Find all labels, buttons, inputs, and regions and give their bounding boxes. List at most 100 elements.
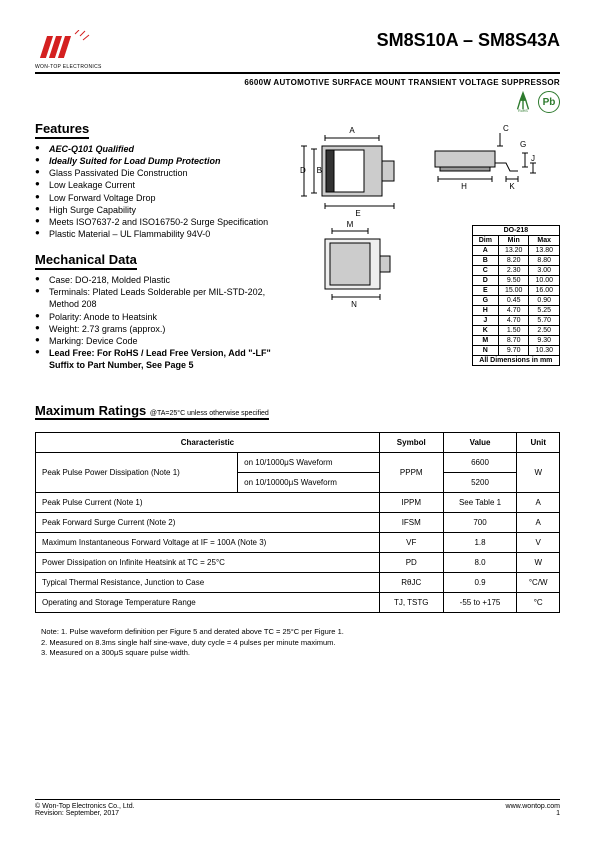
package-bottom-row: M N DO-218 DimMinMax A13.2013.80B8.208.8… bbox=[300, 221, 560, 366]
table-row: Peak Pulse Current (Note 1)IPPMSee Table… bbox=[36, 493, 560, 513]
part-title: SM8S10A – SM8S43A bbox=[102, 30, 560, 51]
svg-text:G: G bbox=[520, 140, 526, 149]
table-cell: 3.00 bbox=[529, 266, 560, 276]
table-row: G0.450.90 bbox=[472, 296, 559, 306]
table-cell: 5.25 bbox=[529, 306, 560, 316]
table-cell: 16.00 bbox=[529, 286, 560, 296]
page-footer: © Won-Top Electronics Co., Ltd. Revision… bbox=[35, 799, 560, 817]
company-name: WON-TOP ELECTRONICS bbox=[35, 64, 102, 70]
table-row: Operating and Storage Temperature RangeT… bbox=[36, 593, 560, 613]
dim-col-header: Min bbox=[498, 236, 529, 246]
table-row: Typical Thermal Resistance, Junction to … bbox=[36, 573, 560, 593]
ratings-col-symbol: Symbol bbox=[379, 433, 443, 453]
note-3: 3. Measured on a 300μS square pulse widt… bbox=[65, 648, 560, 659]
note-2: 2. Measured on 8.3ms single half sine-wa… bbox=[65, 638, 560, 649]
svg-text:H: H bbox=[461, 182, 467, 191]
table-cell: °C bbox=[517, 593, 560, 613]
table-cell: 15.00 bbox=[498, 286, 529, 296]
table-cell: K bbox=[472, 326, 498, 336]
table-row: Power Dissipation on Infinite Heatsink a… bbox=[36, 553, 560, 573]
title-block: SM8S10A – SM8S43A bbox=[102, 30, 560, 51]
table-cell: V bbox=[517, 533, 560, 553]
mechanical-item: Polarity: Anode to Heatsink bbox=[35, 311, 280, 323]
svg-text:M: M bbox=[347, 221, 354, 229]
table-cell: 13.20 bbox=[498, 246, 529, 256]
table-row: B8.208.80 bbox=[472, 256, 559, 266]
table-cell: on 10/1000μS Waveform bbox=[238, 453, 380, 473]
note-1: Note: 1. Pulse waveform definition per F… bbox=[65, 627, 560, 638]
mechanical-item: Terminals: Plated Leads Solderable per M… bbox=[35, 286, 280, 310]
table-cell: 4.70 bbox=[498, 306, 529, 316]
pb-badge-icon: Pb bbox=[538, 91, 560, 113]
table-cell: 9.50 bbox=[498, 276, 529, 286]
table-cell: Power Dissipation on Infinite Heatsink a… bbox=[36, 553, 380, 573]
table-cell: RθJC bbox=[379, 573, 443, 593]
company-logo-icon bbox=[35, 30, 95, 62]
dim-col-header: Max bbox=[529, 236, 560, 246]
svg-text:J: J bbox=[531, 154, 535, 163]
table-cell: 0.45 bbox=[498, 296, 529, 306]
table-cell: Typical Thermal Resistance, Junction to … bbox=[36, 573, 380, 593]
subtitle: 6600W AUTOMOTIVE SURFACE MOUNT TRANSIENT… bbox=[244, 78, 560, 87]
package-side-view-icon: C G J H K bbox=[420, 121, 540, 221]
dim-table-footer: All Dimensions in mm bbox=[472, 356, 559, 366]
table-cell: -55 to +175 bbox=[443, 593, 517, 613]
features-heading: Features bbox=[35, 121, 89, 139]
table-cell: J bbox=[472, 316, 498, 326]
content-row: Features AEC-Q101 QualifiedIdeally Suite… bbox=[35, 121, 560, 383]
table-cell: H bbox=[472, 306, 498, 316]
package-top-view-icon: A D B E bbox=[300, 121, 410, 221]
table-cell: 9.30 bbox=[529, 336, 560, 346]
package-diagrams: A D B E C G J H bbox=[300, 121, 560, 221]
mechanical-list: Case: DO-218, Molded PlasticTerminals: P… bbox=[35, 274, 280, 371]
svg-text:K: K bbox=[509, 182, 515, 191]
table-cell: Operating and Storage Temperature Range bbox=[36, 593, 380, 613]
table-cell: 8.0 bbox=[443, 553, 517, 573]
table-cell: 1.50 bbox=[498, 326, 529, 336]
divider bbox=[35, 72, 560, 74]
mechanical-heading: Mechanical Data bbox=[35, 252, 137, 270]
table-cell: Peak Forward Surge Current (Note 2) bbox=[36, 513, 380, 533]
table-row: A13.2013.80 bbox=[472, 246, 559, 256]
table-cell: 4.70 bbox=[498, 316, 529, 326]
table-row: Peak Forward Surge Current (Note 2)IFSM7… bbox=[36, 513, 560, 533]
table-cell: 8.80 bbox=[529, 256, 560, 266]
table-cell: C bbox=[472, 266, 498, 276]
table-cell: °C/W bbox=[517, 573, 560, 593]
table-cell: 700 bbox=[443, 513, 517, 533]
header: WON-TOP ELECTRONICS SM8S10A – SM8S43A bbox=[35, 30, 560, 70]
table-cell: on 10/10000μS Waveform bbox=[238, 473, 380, 493]
ratings-col-value: Value bbox=[443, 433, 517, 453]
dimension-table: DO-218 DimMinMax A13.2013.80B8.208.80C2.… bbox=[472, 225, 560, 366]
ratings-heading: Maximum Ratings @TA=25°C unless otherwis… bbox=[35, 403, 269, 420]
svg-text:N: N bbox=[351, 300, 357, 309]
table-row: C2.303.00 bbox=[472, 266, 559, 276]
rohs-badge-icon: RoHS bbox=[512, 91, 534, 113]
mechanical-item: Weight: 2.73 grams (approx.) bbox=[35, 323, 280, 335]
svg-text:A: A bbox=[349, 126, 355, 135]
table-cell: PPPM bbox=[379, 453, 443, 493]
table-row: Maximum Instantaneous Forward Voltage at… bbox=[36, 533, 560, 553]
table-row: K1.502.50 bbox=[472, 326, 559, 336]
feature-item: Low Leakage Current bbox=[35, 179, 280, 191]
table-cell: PD bbox=[379, 553, 443, 573]
left-column: Features AEC-Q101 QualifiedIdeally Suite… bbox=[35, 121, 280, 383]
logo-block: WON-TOP ELECTRONICS bbox=[35, 30, 102, 70]
features-list: AEC-Q101 QualifiedIdeally Suited for Loa… bbox=[35, 143, 280, 240]
table-cell: TJ, TSTG bbox=[379, 593, 443, 613]
table-cell: VF bbox=[379, 533, 443, 553]
table-cell: D bbox=[472, 276, 498, 286]
table-cell: W bbox=[517, 553, 560, 573]
table-cell: 0.90 bbox=[529, 296, 560, 306]
ratings-col-characteristic: Characteristic bbox=[36, 433, 380, 453]
table-cell: Peak Pulse Power Dissipation (Note 1) bbox=[36, 453, 238, 493]
feature-item: Plastic Material – UL Flammability 94V-0 bbox=[35, 228, 280, 240]
footer-left: © Won-Top Electronics Co., Ltd. Revision… bbox=[35, 803, 135, 817]
feature-item: Meets ISO7637-2 and ISO16750-2 Surge Spe… bbox=[35, 216, 280, 228]
table-cell: A bbox=[472, 246, 498, 256]
feature-item: High Surge Capability bbox=[35, 204, 280, 216]
right-column: A D B E C G J H bbox=[300, 121, 560, 383]
table-cell: 0.9 bbox=[443, 573, 517, 593]
table-row: M8.709.30 bbox=[472, 336, 559, 346]
table-cell: Peak Pulse Current (Note 1) bbox=[36, 493, 380, 513]
